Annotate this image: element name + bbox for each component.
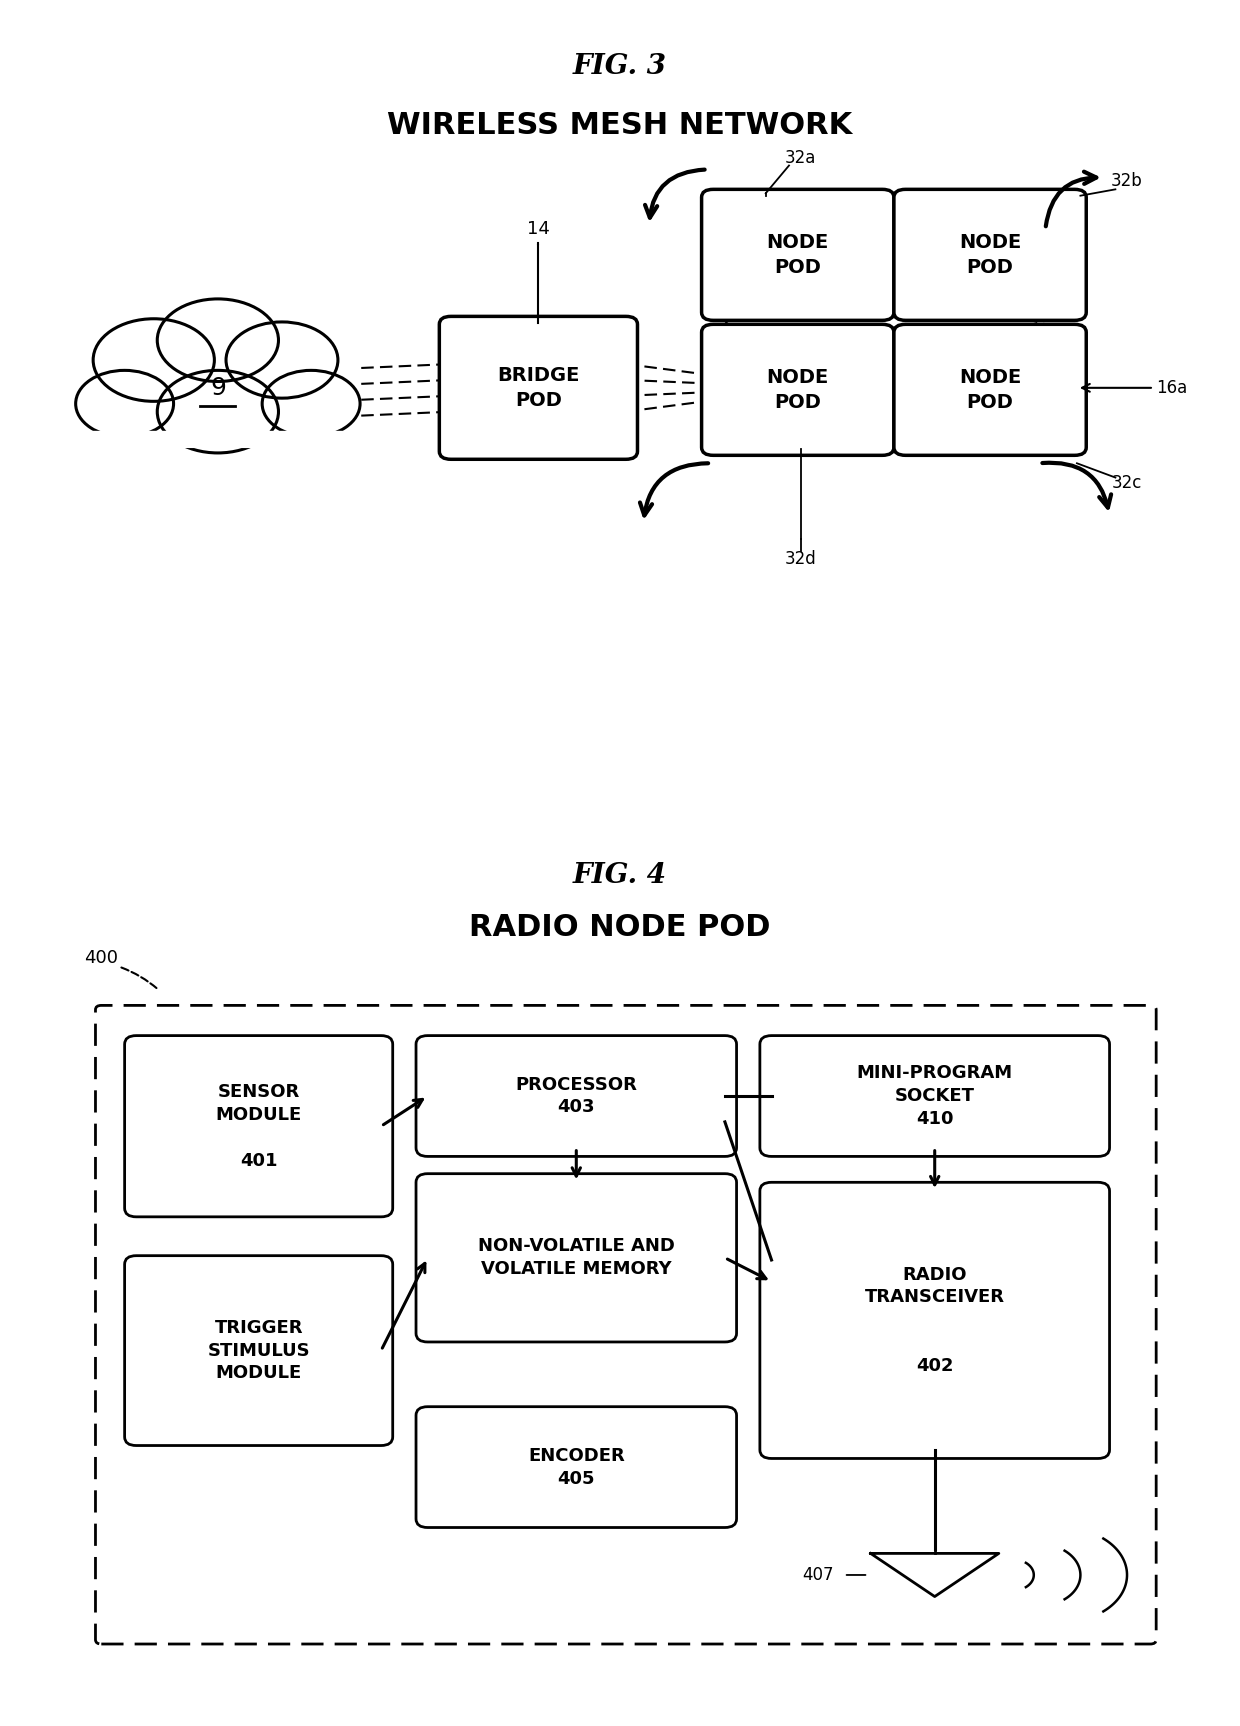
- FancyBboxPatch shape: [124, 1036, 393, 1217]
- Circle shape: [76, 371, 174, 437]
- FancyBboxPatch shape: [415, 1407, 737, 1528]
- Text: 16a: 16a: [1156, 378, 1188, 397]
- Text: FIG. 3: FIG. 3: [573, 54, 667, 79]
- Text: TRIGGER
STIMULUS
MODULE: TRIGGER STIMULUS MODULE: [207, 1319, 310, 1383]
- Text: NON-VOLATILE AND
VOLATILE MEMORY: NON-VOLATILE AND VOLATILE MEMORY: [477, 1238, 675, 1279]
- FancyBboxPatch shape: [415, 1036, 737, 1156]
- Text: MINI-PROGRAM
SOCKET
410: MINI-PROGRAM SOCKET 410: [857, 1065, 1013, 1127]
- Circle shape: [157, 371, 279, 452]
- FancyBboxPatch shape: [124, 1257, 393, 1446]
- FancyBboxPatch shape: [702, 190, 894, 321]
- FancyBboxPatch shape: [439, 316, 637, 459]
- Text: 14: 14: [527, 219, 549, 238]
- Text: WIRELESS MESH NETWORK: WIRELESS MESH NETWORK: [387, 110, 853, 140]
- Text: RADIO NODE POD: RADIO NODE POD: [469, 913, 771, 942]
- Text: NODE
POD: NODE POD: [766, 233, 828, 276]
- Text: ENCODER
405: ENCODER 405: [528, 1446, 625, 1488]
- Text: 400: 400: [84, 949, 118, 967]
- Circle shape: [262, 371, 360, 437]
- Text: NODE
POD: NODE POD: [766, 368, 828, 413]
- Text: BRIDGE
POD: BRIDGE POD: [497, 366, 579, 409]
- FancyBboxPatch shape: [95, 1006, 1156, 1643]
- Text: 32b: 32b: [1111, 173, 1143, 190]
- Circle shape: [226, 323, 339, 399]
- FancyBboxPatch shape: [702, 324, 894, 456]
- FancyBboxPatch shape: [415, 1174, 737, 1343]
- Text: 9: 9: [210, 376, 226, 400]
- Circle shape: [157, 299, 279, 381]
- Text: RADIO
TRANSCEIVER


402: RADIO TRANSCEIVER 402: [864, 1265, 1004, 1376]
- Text: FIG. 4: FIG. 4: [573, 863, 667, 889]
- Text: 32d: 32d: [785, 549, 817, 568]
- FancyBboxPatch shape: [894, 190, 1086, 321]
- Text: 407: 407: [802, 1565, 835, 1584]
- FancyBboxPatch shape: [760, 1182, 1110, 1458]
- Circle shape: [93, 319, 215, 402]
- Text: NODE
POD: NODE POD: [959, 368, 1022, 413]
- FancyBboxPatch shape: [894, 324, 1086, 456]
- Text: 32a: 32a: [785, 148, 816, 167]
- Text: 32c: 32c: [1112, 475, 1142, 492]
- Text: SENSOR
MODULE

401: SENSOR MODULE 401: [216, 1082, 301, 1170]
- Text: PROCESSOR
403: PROCESSOR 403: [516, 1075, 637, 1117]
- Polygon shape: [870, 1553, 999, 1597]
- Text: NODE
POD: NODE POD: [959, 233, 1022, 276]
- FancyBboxPatch shape: [760, 1036, 1110, 1156]
